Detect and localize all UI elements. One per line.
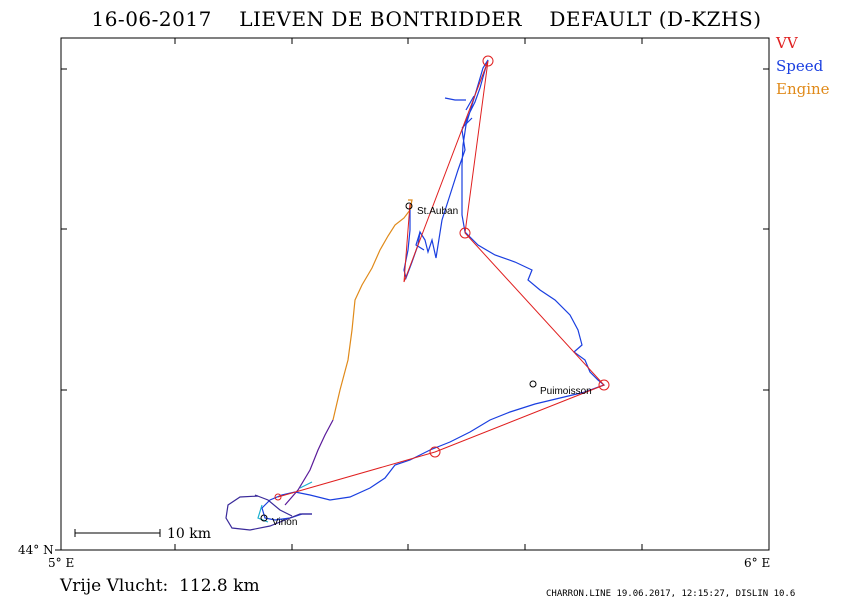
task-legs	[277, 60, 605, 498]
place-label-st-auban: St.Auban	[417, 206, 458, 217]
x-axis-right-label: 6° E	[744, 556, 771, 570]
scale-bar	[74, 529, 161, 537]
distance-label: Vrije Vlucht: 112.8 km	[60, 576, 260, 596]
map-frame	[60, 37, 770, 551]
st-auban-marker	[405, 202, 413, 210]
legend-vv: VV	[776, 34, 798, 52]
axis-ticks	[55, 38, 769, 551]
legend-speed: Speed	[776, 57, 824, 75]
y-axis-label: 44° N	[18, 543, 54, 557]
engine-track	[332, 199, 413, 421]
turnpoint-circles	[274, 55, 610, 501]
speed-track	[261, 59, 606, 521]
legend-engine: Engine	[776, 80, 830, 98]
place-label-vinon: Vinon	[272, 517, 297, 528]
file-info: CHARRON.LINE 19.06.2017, 12:15:27, DISLI…	[546, 589, 796, 599]
scale-bar-label: 10 km	[167, 526, 211, 542]
vinon-marker	[260, 514, 268, 522]
speed-track-detail	[415, 95, 475, 251]
map-title: 16-06-2017 LIEVEN DE BONTRIDDER DEFAULT …	[91, 7, 762, 31]
puimoisson-marker	[529, 380, 537, 388]
landing-pattern	[225, 494, 312, 531]
x-axis-left-label: 5° E	[48, 556, 75, 570]
place-label-puimoisson: Puimoisson	[540, 386, 592, 397]
